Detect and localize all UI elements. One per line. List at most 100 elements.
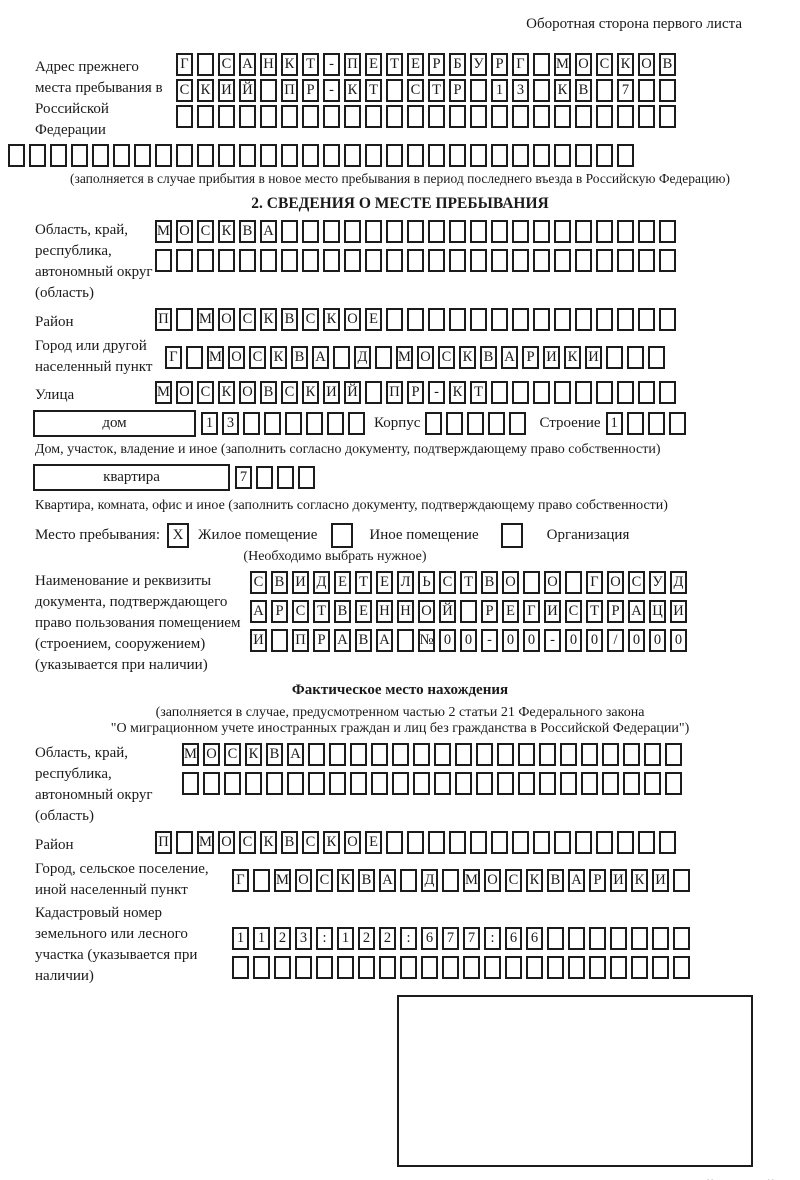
char-cell[interactable] xyxy=(470,105,487,128)
char-cell[interactable] xyxy=(596,308,613,331)
checkbox-other-premises[interactable] xyxy=(331,523,354,548)
char-cell[interactable] xyxy=(218,105,235,128)
char-cell[interactable] xyxy=(589,927,606,950)
char-cell[interactable] xyxy=(533,79,550,102)
char-cell[interactable] xyxy=(491,831,508,854)
char-cell[interactable]: А xyxy=(287,743,304,766)
char-cell[interactable]: К xyxy=(459,345,476,369)
char-cell[interactable] xyxy=(449,105,466,128)
char-cell[interactable] xyxy=(365,220,382,243)
char-cell[interactable]: Д xyxy=(421,868,438,892)
char-cell[interactable] xyxy=(659,831,676,854)
char-cell[interactable] xyxy=(176,105,193,128)
char-cell[interactable]: Р xyxy=(428,53,445,76)
char-cell[interactable] xyxy=(652,956,669,979)
char-cell[interactable]: П xyxy=(281,79,298,102)
char-cell[interactable]: 6 xyxy=(526,927,543,950)
char-cell[interactable]: С xyxy=(224,743,241,766)
char-cell[interactable]: М xyxy=(197,831,214,854)
char-cell[interactable]: О xyxy=(218,308,235,331)
char-cell[interactable] xyxy=(428,249,445,272)
char-cell[interactable] xyxy=(333,345,350,369)
char-cell[interactable]: К xyxy=(323,831,340,854)
char-cell[interactable]: А xyxy=(379,868,396,892)
char-cell[interactable]: О xyxy=(344,831,361,854)
char-cell[interactable] xyxy=(617,249,634,272)
char-cell[interactable] xyxy=(260,79,277,102)
char-cell[interactable] xyxy=(400,956,417,979)
char-cell[interactable] xyxy=(323,249,340,272)
char-cell[interactable]: К xyxy=(260,308,277,331)
char-cell[interactable] xyxy=(407,249,424,272)
char-cell[interactable]: - xyxy=(428,381,445,404)
char-cell[interactable] xyxy=(371,743,388,766)
char-cell[interactable] xyxy=(308,772,325,795)
char-cell[interactable]: И xyxy=(652,868,669,892)
char-cell[interactable] xyxy=(565,571,582,594)
char-cell[interactable] xyxy=(568,956,585,979)
char-cell[interactable] xyxy=(512,220,529,243)
char-cell[interactable]: - xyxy=(481,629,498,652)
char-cell[interactable] xyxy=(302,144,319,167)
char-cell[interactable] xyxy=(327,412,344,435)
checkbox-organization[interactable] xyxy=(500,523,523,548)
char-cell[interactable] xyxy=(617,831,634,854)
char-cell[interactable]: К xyxy=(617,53,634,76)
char-cell[interactable] xyxy=(239,105,256,128)
char-cell[interactable]: П xyxy=(292,629,309,652)
char-cell[interactable]: О xyxy=(638,53,655,76)
char-cell[interactable] xyxy=(365,381,382,404)
char-cell[interactable] xyxy=(476,743,493,766)
char-cell[interactable] xyxy=(224,772,241,795)
char-cell[interactable] xyxy=(533,144,550,167)
char-cell[interactable] xyxy=(631,927,648,950)
char-cell[interactable] xyxy=(400,868,417,892)
char-cell[interactable] xyxy=(606,345,623,369)
char-cell[interactable] xyxy=(260,105,277,128)
char-cell[interactable]: 1 xyxy=(491,79,508,102)
char-cell[interactable]: В xyxy=(334,600,351,623)
char-cell[interactable] xyxy=(413,772,430,795)
char-cell[interactable] xyxy=(638,220,655,243)
char-cell[interactable]: П xyxy=(155,308,172,331)
char-cell[interactable] xyxy=(547,927,564,950)
char-cell[interactable] xyxy=(659,381,676,404)
char-cell[interactable] xyxy=(442,956,459,979)
char-cell[interactable] xyxy=(547,956,564,979)
char-cell[interactable] xyxy=(463,956,480,979)
char-cell[interactable] xyxy=(239,144,256,167)
char-cell[interactable]: Т xyxy=(428,79,445,102)
char-cell[interactable] xyxy=(484,956,501,979)
char-cell[interactable]: С xyxy=(628,571,645,594)
char-cell[interactable] xyxy=(596,831,613,854)
char-cell[interactable] xyxy=(113,144,130,167)
char-cell[interactable] xyxy=(8,144,25,167)
char-cell[interactable]: Д xyxy=(313,571,330,594)
char-cell[interactable]: М xyxy=(274,868,291,892)
char-cell[interactable] xyxy=(256,466,273,489)
char-cell[interactable]: 3 xyxy=(295,927,312,950)
char-cell[interactable]: Е xyxy=(365,53,382,76)
char-cell[interactable]: Т xyxy=(365,79,382,102)
char-cell[interactable]: Л xyxy=(397,571,414,594)
char-cell[interactable]: В xyxy=(281,831,298,854)
char-cell[interactable] xyxy=(596,381,613,404)
char-cell[interactable]: С xyxy=(439,571,456,594)
char-cell[interactable] xyxy=(512,831,529,854)
char-cell[interactable]: К xyxy=(554,79,571,102)
char-cell[interactable] xyxy=(554,220,571,243)
char-cell[interactable] xyxy=(350,772,367,795)
char-cell[interactable] xyxy=(176,249,193,272)
char-cell[interactable] xyxy=(596,249,613,272)
char-cell[interactable]: 0 xyxy=(502,629,519,652)
char-cell[interactable]: М xyxy=(155,381,172,404)
char-cell[interactable] xyxy=(397,629,414,652)
char-cell[interactable]: 2 xyxy=(379,927,396,950)
char-cell[interactable] xyxy=(497,772,514,795)
char-cell[interactable] xyxy=(554,144,571,167)
char-cell[interactable] xyxy=(602,743,619,766)
char-cell[interactable]: О xyxy=(607,571,624,594)
char-cell[interactable] xyxy=(575,381,592,404)
char-cell[interactable] xyxy=(491,249,508,272)
char-cell[interactable]: Т xyxy=(460,571,477,594)
